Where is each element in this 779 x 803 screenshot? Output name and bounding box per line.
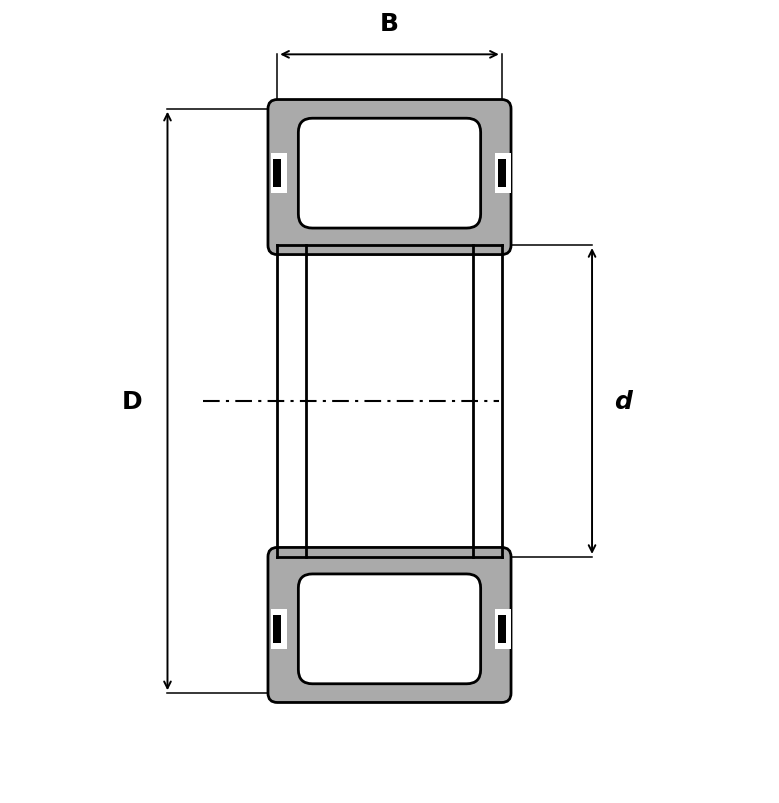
Text: D: D: [122, 389, 143, 414]
Bar: [273, 615, 281, 643]
FancyBboxPatch shape: [268, 548, 511, 703]
Bar: [498, 160, 506, 188]
FancyBboxPatch shape: [298, 574, 481, 684]
FancyBboxPatch shape: [298, 119, 481, 229]
Bar: [271, 153, 287, 194]
Bar: [495, 609, 511, 650]
Bar: [273, 160, 281, 188]
Bar: [498, 615, 506, 643]
Bar: [271, 609, 287, 650]
Bar: [277, 246, 502, 557]
Text: d: d: [615, 389, 632, 414]
FancyBboxPatch shape: [268, 100, 511, 255]
Text: B: B: [380, 12, 399, 36]
Bar: [495, 153, 511, 194]
